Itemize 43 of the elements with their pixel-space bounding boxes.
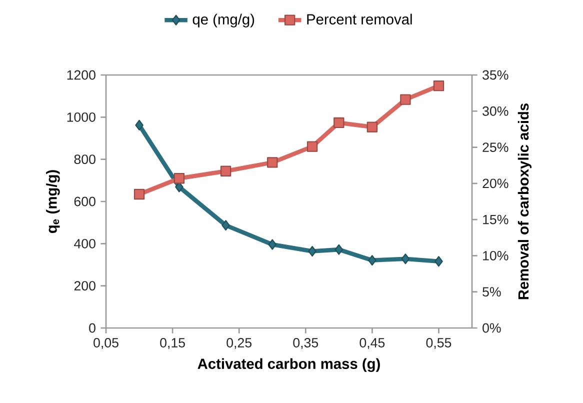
point — [368, 254, 376, 266]
point — [433, 80, 444, 92]
y-tick-label: 200 — [74, 281, 96, 291]
point — [434, 256, 443, 267]
y2-tick-label: 35% — [482, 70, 508, 80]
point — [220, 166, 232, 176]
y-tick-label: 1200 — [67, 70, 96, 80]
y2-tick-label: 0% — [482, 323, 501, 333]
y-tick-label: 1000 — [67, 112, 96, 122]
y2-tick-label: 30% — [482, 106, 508, 116]
legend-label: Percent removal — [307, 14, 412, 25]
point — [267, 157, 278, 168]
point — [306, 141, 318, 152]
y-tick-label: 0 — [89, 323, 96, 333]
y-tick-label: 800 — [74, 154, 96, 164]
x-axis-title: Activated carbon mass (g) — [198, 358, 380, 372]
x-tick-label: 0,45 — [360, 338, 385, 350]
y2-tick-label: 20% — [482, 178, 508, 188]
y2-axis-title: Removal of carboxylic acids — [518, 103, 532, 300]
y2-tick-label: 15% — [483, 214, 508, 224]
point — [334, 117, 344, 128]
y2-tick-label: 5% — [482, 287, 501, 297]
point — [134, 188, 145, 200]
x-tick-label: 0,05 — [94, 338, 118, 350]
point — [401, 254, 410, 264]
point — [308, 246, 316, 257]
point — [334, 244, 344, 255]
legend-label: qe (mg/g) — [192, 14, 254, 28]
point — [400, 94, 411, 105]
y-tick-label: 400 — [74, 238, 96, 248]
point — [366, 122, 378, 132]
x-tick-label: 0,35 — [293, 338, 318, 350]
x-tick-label: 0,55 — [426, 338, 452, 350]
point — [222, 220, 230, 231]
point — [268, 239, 276, 250]
y2-tick-label: 25% — [482, 142, 508, 152]
y-tick-label: 600 — [74, 196, 96, 206]
point — [135, 120, 144, 131]
point — [174, 173, 185, 184]
x-tick-label: 0,25 — [226, 338, 252, 350]
y2-tick-label: 10% — [483, 250, 508, 260]
x-tick-label: 0,15 — [160, 338, 185, 350]
y-axis-title: q$_{e}$ (mg/g) — [46, 170, 60, 233]
